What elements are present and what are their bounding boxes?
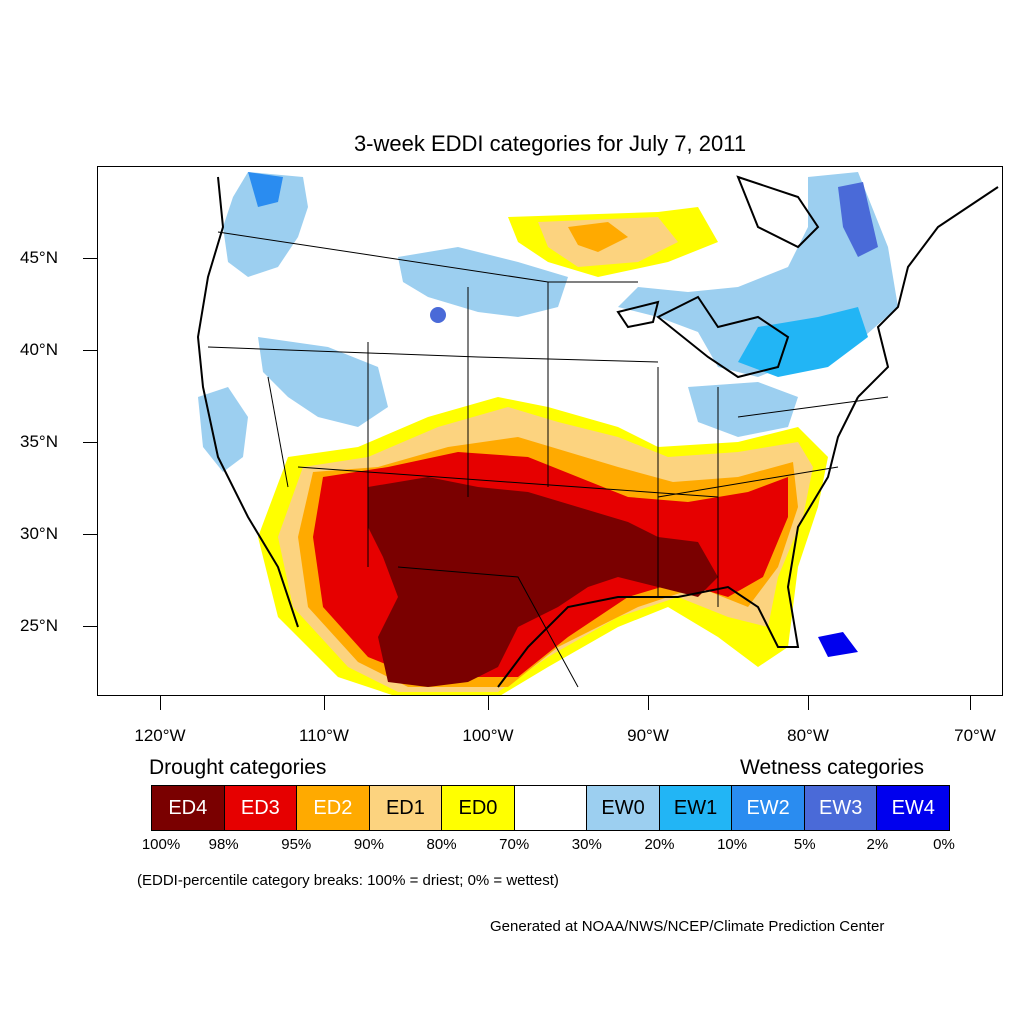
- strong-wetness-regions: [248, 172, 878, 657]
- legend-cell-ew4: EW4: [877, 786, 950, 830]
- lon-label-80: 80°W: [787, 726, 829, 745]
- percent-break-label: 30%: [571, 836, 602, 853]
- percent-break-label: 100%: [141, 836, 181, 853]
- percent-break-label: 98%: [208, 836, 239, 853]
- legend-cell-ew0: EW0: [587, 786, 660, 830]
- lon-label-90: 90°W: [627, 726, 669, 745]
- percent-break-label: 95%: [281, 836, 312, 853]
- lon-tick: [970, 696, 971, 710]
- legend-cell-ew2: EW2: [732, 786, 805, 830]
- lon-tick: [648, 696, 649, 710]
- lon-tick: [324, 696, 325, 710]
- lon-label-70: 70°W: [954, 726, 996, 745]
- legend-cell-ed1: ED1: [369, 786, 443, 830]
- legend-cell-ed4: ED4: [152, 786, 225, 830]
- canada-dry-patch: [508, 207, 718, 277]
- legend-cell-ew1: EW1: [659, 786, 733, 830]
- lon-tick: [808, 696, 809, 710]
- lat-tick: [83, 258, 97, 259]
- legend-cell-ew3: EW3: [804, 786, 878, 830]
- category-note: (EDDI-percentile category breaks: 100% =…: [137, 872, 559, 889]
- legend-cell-neutral: [514, 786, 588, 830]
- lon-tick: [488, 696, 489, 710]
- lat-label-30: 30°N: [20, 524, 58, 543]
- map-title: 3-week EDDI categories for July 7, 2011: [353, 131, 747, 156]
- drought-regions: [258, 397, 828, 695]
- lon-label-110: 110°W: [299, 726, 349, 745]
- drought-heading: Drought categories: [149, 756, 327, 779]
- percent-break-label: 2%: [866, 836, 889, 853]
- credit-text: Generated at NOAA/NWS/NCEP/Climate Predi…: [490, 918, 885, 935]
- percent-break-label: 80%: [426, 836, 457, 853]
- ed4-region: [368, 477, 718, 687]
- eddi-map: [97, 166, 1003, 696]
- lat-tick: [83, 442, 97, 443]
- wetness-heading: Wetness categories: [740, 756, 925, 779]
- percent-break-label: 0%: [933, 836, 955, 853]
- lat-label-45: 45°N: [20, 248, 58, 267]
- lon-label-100: 100°W: [462, 726, 514, 745]
- legend-cell-ed0: ED0: [442, 786, 515, 830]
- percent-break-label: 90%: [353, 836, 384, 853]
- lon-tick: [160, 696, 161, 710]
- legend-colorbar: ED4 ED3 ED2 ED1 ED0 EW0 EW1 EW2 EW3 EW4: [151, 785, 950, 831]
- percent-break-label: 5%: [793, 836, 816, 853]
- lat-label-40: 40°N: [20, 340, 58, 359]
- legend-cell-ed2: ED2: [297, 786, 370, 830]
- lat-tick: [83, 534, 97, 535]
- percent-break-label: 20%: [644, 836, 675, 853]
- lat-label-25: 25°N: [20, 616, 58, 635]
- legend-cell-ed3: ED3: [224, 786, 298, 830]
- boundary-lines: [207, 231, 889, 688]
- lat-label-35: 35°N: [20, 432, 58, 451]
- percent-break-label: 10%: [717, 836, 748, 853]
- lon-label-120: 120°W: [134, 726, 186, 745]
- eddi-map-canvas: [196, 172, 999, 695]
- lat-tick: [83, 350, 97, 351]
- northern-plains-wet: [398, 247, 568, 317]
- ohio-valley-wet: [688, 382, 798, 437]
- california-wet: [198, 387, 248, 472]
- great-basin-wet: [258, 337, 388, 427]
- coastlines: [196, 175, 999, 688]
- pacific-northwest-wet: [223, 172, 308, 277]
- percent-break-label: 70%: [499, 836, 530, 853]
- lat-tick: [83, 626, 97, 627]
